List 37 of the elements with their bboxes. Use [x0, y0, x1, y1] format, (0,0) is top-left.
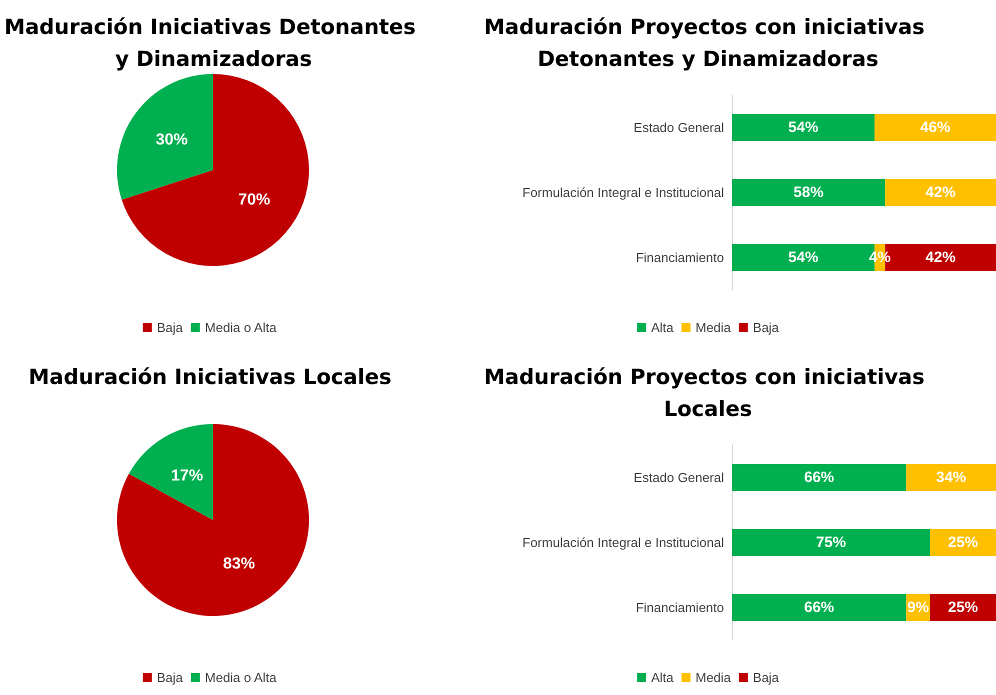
legend-label: Media o Alta	[204, 670, 278, 685]
legend-label: Alta	[651, 320, 674, 335]
data-label: 46%	[920, 119, 950, 136]
chart-title: Maduración Proyectos con iniciativas Detonantes y Dinamizadoras	[484, 15, 932, 71]
legend-label: Baja	[752, 320, 780, 335]
y-tick-label: Formulación Integral e Institucional	[522, 185, 724, 200]
data-label: 25%	[948, 599, 978, 616]
data-label: 30%	[156, 132, 188, 149]
chart-title: Maduración Iniciativas Locales	[28, 365, 392, 389]
data-label: 9%	[907, 599, 929, 616]
data-label: 66%	[804, 599, 834, 616]
legend-label: Baja	[156, 670, 184, 685]
y-tick-label: Estado General	[634, 470, 724, 485]
data-label: 34%	[936, 469, 966, 486]
data-label: 54%	[788, 119, 818, 136]
data-label: 83%	[222, 555, 255, 572]
data-label: 54%	[788, 249, 818, 266]
chart-title: Maduración Proyectos con iniciativas Locales	[484, 365, 932, 421]
data-label: 25%	[948, 534, 978, 551]
data-label: 42%	[926, 249, 956, 266]
data-label: 75%	[816, 534, 846, 551]
legend-label: Media	[695, 320, 732, 335]
legend-label: Baja	[156, 320, 184, 335]
y-tick-label: Estado General	[634, 120, 724, 135]
y-tick-label: Formulación Integral e Institucional	[522, 535, 724, 550]
data-label: 70%	[238, 191, 270, 208]
legend-label: Media	[695, 670, 732, 685]
legend-label: Alta	[651, 670, 674, 685]
data-label: 66%	[804, 469, 834, 486]
legend-label: Baja	[752, 670, 780, 685]
data-label: 42%	[926, 184, 956, 201]
chart-title: Maduración Iniciativas Detonantes y Dinamizadoras	[4, 15, 416, 71]
y-tick-label: Financiamiento	[636, 250, 724, 265]
y-tick-label: Financiamiento	[636, 600, 724, 615]
data-label: 17%	[171, 468, 204, 485]
legend-label: Media o Alta	[204, 320, 278, 335]
data-label: 58%	[794, 184, 824, 201]
